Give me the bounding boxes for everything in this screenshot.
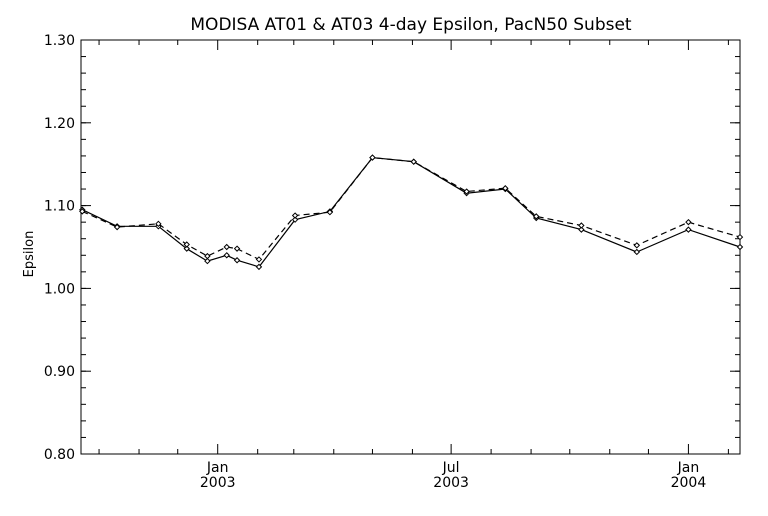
- data-point: [291, 216, 299, 223]
- y-tick-label: 0.80: [44, 447, 75, 463]
- data-point: [578, 226, 585, 233]
- series-line-solid: [82, 156, 741, 268]
- data-point: [736, 243, 744, 251]
- data-point: [291, 212, 299, 219]
- data-point: [578, 222, 585, 229]
- data-point: [502, 185, 509, 192]
- data-point: [685, 226, 692, 233]
- ticks-layer: 0.800.901.001.101.201.30Jan2003Jul2003Ja…: [44, 33, 740, 491]
- y-tick-label: 1.30: [44, 33, 75, 49]
- data-point: [155, 220, 162, 228]
- data-point: [223, 243, 230, 251]
- x-tick-label-year: 2004: [671, 475, 707, 491]
- data-point: [79, 208, 86, 215]
- y-axis-label: Epsilon: [22, 231, 37, 278]
- y-tick-label: 1.10: [44, 199, 75, 215]
- data-point: [204, 257, 211, 265]
- data-point: [685, 218, 692, 226]
- data-point: [223, 252, 230, 259]
- y-tick-label: 1.00: [44, 281, 75, 297]
- data-point: [233, 245, 241, 252]
- x-tick-label-year: 2003: [200, 475, 236, 491]
- data-point: [633, 248, 641, 256]
- x-tick-label-month: Jan: [677, 460, 700, 476]
- data-point: [533, 213, 540, 220]
- data-point: [326, 209, 334, 216]
- y-tick-label: 1.20: [44, 116, 75, 132]
- x-tick-label-year: 2003: [433, 475, 469, 491]
- y-tick-label: 0.90: [44, 364, 75, 380]
- data-point: [113, 223, 121, 231]
- data-point: [736, 233, 744, 241]
- data-point: [255, 263, 263, 271]
- series-layer: [79, 154, 744, 271]
- data-point: [410, 158, 417, 165]
- chart-title: MODISA AT01 & AT03 4-day Epsilon, PacN50…: [190, 15, 632, 35]
- data-point: [463, 188, 470, 195]
- data-point: [255, 256, 263, 263]
- data-point: [183, 241, 190, 248]
- data-point: [204, 252, 211, 260]
- x-tick-label-month: Jul: [442, 460, 460, 476]
- data-point: [183, 245, 190, 252]
- x-tick-label-month: Jan: [206, 460, 229, 476]
- plot-frame: [80, 39, 741, 455]
- data-point: [233, 257, 241, 264]
- data-point: [369, 154, 376, 161]
- data-point: [633, 242, 641, 249]
